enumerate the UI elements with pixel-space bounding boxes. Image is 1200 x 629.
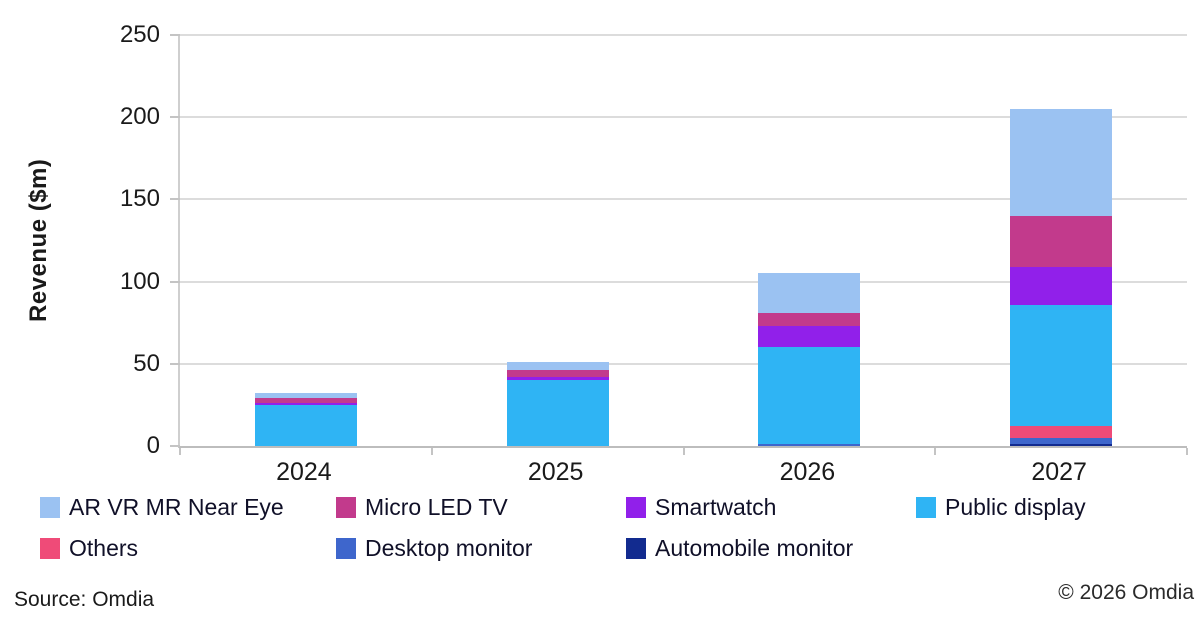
- legend-item: Automobile monitor: [626, 535, 916, 562]
- bar-segment: [254, 403, 357, 405]
- gridline: [180, 34, 1187, 36]
- gridline: [180, 116, 1187, 119]
- bar-slot-2026: [684, 35, 936, 446]
- gridline: [180, 198, 1187, 201]
- y-tick-mark: [170, 445, 180, 447]
- y-tick-mark: [170, 198, 180, 201]
- legend-swatch-icon: [626, 538, 646, 559]
- y-tick-mark: [170, 280, 180, 283]
- legend-swatch-icon: [40, 497, 60, 518]
- bar-segment: [254, 398, 357, 404]
- bar-segment: [1010, 109, 1113, 216]
- y-tick-label: 150: [119, 185, 160, 213]
- x-tick-mark: [682, 448, 685, 455]
- bar-segment: [506, 380, 609, 446]
- legend-item: Smartwatch: [626, 494, 916, 521]
- legend: AR VR MR Near Eye Micro LED TV Smartwatch P…: [40, 494, 1086, 562]
- x-tick-label: 2026: [779, 458, 836, 486]
- legend-swatch-icon: [40, 538, 60, 559]
- x-tick-label: 2027: [1031, 458, 1087, 486]
- bar-segment: [506, 370, 609, 377]
- bar-segment: [254, 404, 357, 446]
- x-tick-mark: [179, 448, 181, 455]
- y-tick-label: 100: [119, 267, 160, 295]
- bar-segment: [758, 312, 861, 327]
- legend-item: Micro LED TV: [336, 494, 626, 521]
- stacked-bar-2026: [758, 273, 861, 446]
- y-tick-label: 50: [133, 349, 160, 377]
- stacked-bar-2027: [1010, 109, 1113, 446]
- bar-segment: [1010, 437, 1113, 445]
- legend-item: Public display: [916, 494, 1086, 521]
- legend-label: Public display: [945, 494, 1086, 520]
- legend-swatch-icon: [336, 497, 356, 518]
- bar-segment: [1010, 426, 1113, 438]
- bar-segment: [1010, 444, 1113, 446]
- stacked-bar-2024: [254, 393, 357, 446]
- bar-segment: [758, 326, 861, 348]
- copyright-note: © 2026 Omdia: [1058, 581, 1194, 604]
- bar-slot-2025: [432, 35, 684, 446]
- x-axis-labels: 2024 2025 2026 2027: [178, 458, 1185, 487]
- y-axis-tick-labels: 0 50 100 150 200 250: [96, 22, 160, 459]
- bar-segment: [1010, 304, 1113, 427]
- y-tick-label: 200: [119, 103, 160, 131]
- x-tick-label: 2025: [527, 458, 584, 486]
- y-tick-label: 0: [146, 432, 160, 459]
- x-tick-mark: [1186, 448, 1188, 455]
- x-tick-label: 2024: [276, 458, 332, 486]
- y-tick-mark: [170, 34, 180, 36]
- legend-item: AR VR MR Near Eye: [40, 494, 336, 521]
- bar-segment: [758, 444, 861, 446]
- y-tick-label: 250: [119, 21, 160, 48]
- bar-segment: [758, 273, 861, 313]
- y-tick-mark: [170, 116, 180, 119]
- legend-label: Automobile monitor: [655, 535, 854, 561]
- legend-label: Others: [69, 535, 139, 561]
- source-note: Source: Omdia: [14, 588, 155, 611]
- bar-slot-2027: [935, 35, 1187, 446]
- legend-label: AR VR MR Near Eye: [69, 494, 284, 520]
- y-axis-title: Revenue ($m): [25, 158, 52, 323]
- legend-swatch-icon: [626, 497, 646, 518]
- x-tick-mark: [430, 448, 433, 455]
- bar-segment: [506, 376, 609, 381]
- legend-label: Micro LED TV: [365, 494, 508, 520]
- bars-container: [180, 35, 1187, 446]
- gridline: [180, 280, 1187, 283]
- bar-slot-2024: [180, 35, 432, 446]
- bar-segment: [1010, 266, 1113, 305]
- y-tick-mark: [170, 362, 180, 365]
- plot-area: [170, 34, 1188, 455]
- bar-segment: [506, 362, 609, 371]
- bar-segment: [758, 347, 861, 445]
- legend-label: Smartwatch: [655, 494, 777, 520]
- x-tick-mark: [934, 448, 937, 455]
- bar-segment: [1010, 215, 1113, 267]
- legend-swatch-icon: [336, 538, 356, 559]
- gridline: [180, 362, 1187, 365]
- stacked-bar-2025: [506, 362, 609, 446]
- legend-item: Desktop monitor: [336, 535, 626, 562]
- legend-swatch-icon: [916, 497, 936, 518]
- legend-item: Others: [40, 535, 336, 562]
- bar-segment: [254, 393, 357, 399]
- legend-label: Desktop monitor: [365, 535, 533, 561]
